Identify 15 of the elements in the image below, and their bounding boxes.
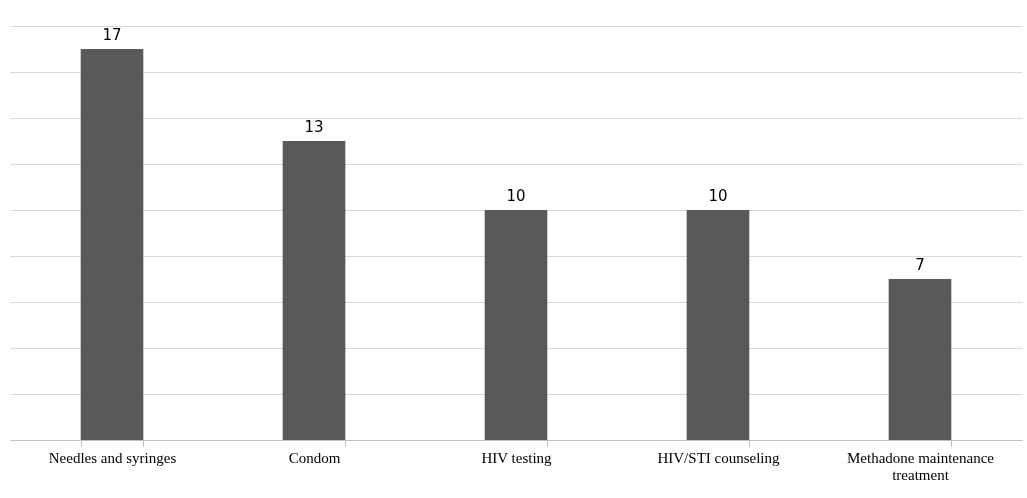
data-label: 17 — [102, 26, 122, 44]
x-tick-label: HIV/STI counseling — [657, 449, 781, 466]
data-label: 10 — [708, 187, 728, 205]
bar — [888, 279, 952, 440]
data-label: 10 — [506, 187, 526, 205]
x-tick-label: Methadone maintenance treatment — [846, 449, 995, 483]
x-tick-label: HIV testing — [481, 449, 553, 466]
bar — [484, 210, 548, 440]
bar — [282, 141, 346, 440]
x-tick-label: Needles and syringes — [48, 449, 177, 466]
bar — [80, 49, 144, 440]
bar — [686, 210, 750, 440]
data-label: 13 — [304, 118, 324, 136]
data-label: 7 — [915, 256, 925, 274]
x-tick-label: Condom — [288, 449, 341, 466]
